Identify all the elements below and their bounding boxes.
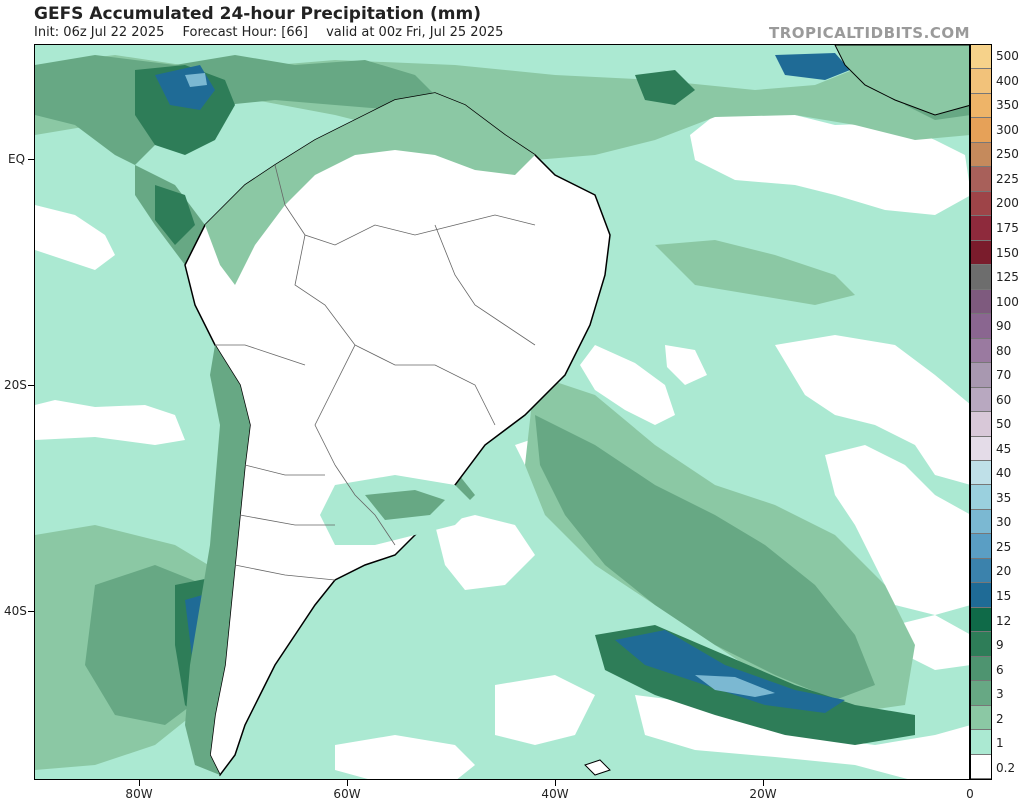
colorbar-label: 200	[996, 196, 1019, 211]
colorbar-swatch	[971, 338, 991, 364]
colorbar-label: 50	[996, 417, 1012, 432]
colorbar-swatch	[971, 289, 991, 315]
lat-tick	[28, 385, 34, 386]
colorbar-label: 2	[996, 711, 1004, 726]
land-precip	[185, 93, 535, 775]
lat-label-40s: 40S	[4, 604, 27, 618]
colorbar-label: 12	[996, 613, 1012, 628]
colorbar-label: 225	[996, 171, 1019, 186]
colorbar-swatch	[971, 730, 991, 755]
colorbar-label: 90	[996, 319, 1012, 334]
colorbar-label: 125	[996, 270, 1019, 285]
lon-tick	[763, 780, 764, 786]
colorbar-label: 60	[996, 392, 1012, 407]
colorbar-label: 300	[996, 122, 1019, 137]
colorbar-swatch	[971, 705, 991, 731]
colorbar-label: 15	[996, 589, 1012, 603]
site-credit: TROPICALTIDBITS.COM	[769, 24, 970, 42]
falklands-land	[584, 759, 611, 776]
colorbar-swatch	[971, 412, 991, 437]
country-borders	[215, 164, 536, 581]
colorbar-label: 40	[996, 466, 1012, 481]
lon-tick	[555, 780, 556, 786]
precip-colorbar	[970, 44, 992, 780]
colorbar-swatch	[971, 216, 991, 241]
lat-tick	[28, 611, 34, 612]
colorbar-label: 80	[996, 343, 1012, 358]
lat-label-eq: EQ	[8, 152, 26, 166]
colorbar-swatch	[971, 607, 991, 633]
colorbar-label: 400	[996, 73, 1019, 88]
colorbar-swatch	[971, 69, 991, 94]
colorbar-swatch	[971, 485, 991, 510]
colorbar-swatch	[971, 118, 991, 143]
africa-land	[834, 45, 969, 116]
colorbar-swatch	[971, 632, 991, 657]
colorbar-swatch	[971, 583, 991, 608]
colorbar-swatch	[971, 265, 991, 290]
colorbar-label: 100	[996, 294, 1019, 309]
colorbar-label: 1	[996, 736, 1004, 751]
colorbar-label: 25	[996, 539, 1012, 554]
precipitation-map[interactable]	[34, 44, 970, 780]
lon-label-60w: 60W	[333, 787, 361, 801]
colorbar-label: 35	[996, 490, 1012, 505]
colorbar-swatch	[971, 314, 991, 339]
colorbar-label: 150	[996, 245, 1019, 260]
lat-tick	[28, 159, 34, 160]
colorbar-swatch	[971, 509, 991, 535]
colorbar-swatch	[971, 656, 991, 682]
colorbar-swatch	[971, 460, 991, 486]
colorbar-label: 70	[996, 368, 1012, 383]
colorbar-label: 0.2	[996, 760, 1016, 775]
lon-label-20w: 20W	[749, 787, 777, 801]
colorbar-label: 6	[996, 662, 1004, 677]
colorbar-label: 9	[996, 638, 1004, 653]
colorbar-swatch	[971, 363, 991, 388]
colorbar-labels: 500 400 350 300 250 225 200 175 150 125 100 90 80 70 6…	[992, 44, 1024, 780]
map-subtitle: Init: 06z Jul 22 2025 Forecast Hour: [66…	[34, 25, 517, 40]
init-time: Init: 06z Jul 22 2025	[34, 25, 165, 40]
lon-tick	[139, 780, 140, 786]
colorbar-label: 250	[996, 147, 1019, 162]
colorbar-label: 175	[996, 221, 1019, 235]
colorbar-swatch	[971, 534, 991, 559]
colorbar-swatch	[971, 754, 991, 780]
colorbar-label: 500	[996, 49, 1019, 64]
colorbar-label: 20	[996, 564, 1012, 579]
lon-tick	[347, 780, 348, 786]
colorbar-swatch	[971, 681, 991, 706]
lon-label-40w: 40W	[541, 787, 569, 801]
colorbar-label: 3	[996, 687, 1004, 702]
colorbar-swatch	[971, 436, 991, 461]
colorbar-label: 350	[996, 98, 1019, 113]
colorbar-label: 45	[996, 441, 1012, 456]
colorbar-swatch	[971, 167, 991, 192]
colorbar-label: 30	[996, 515, 1012, 530]
valid-time: valid at 00z Fri, Jul 25 2025	[326, 25, 504, 40]
map-canvas	[35, 45, 969, 779]
colorbar-swatch	[971, 387, 991, 413]
lon-label-80w: 80W	[125, 787, 153, 801]
colorbar-swatch	[971, 558, 991, 584]
colorbar-swatch	[971, 240, 991, 266]
lon-label-0: 0	[966, 787, 974, 801]
lat-label-20s: 20S	[4, 378, 27, 392]
forecast-hour: Forecast Hour: [66]	[182, 25, 308, 40]
colorbar-swatch	[971, 93, 991, 119]
colorbar-swatch	[971, 191, 991, 217]
colorbar-swatch	[971, 45, 991, 70]
map-title: GEFS Accumulated 24-hour Precipitation (…	[34, 4, 482, 24]
colorbar-swatch	[971, 142, 991, 168]
